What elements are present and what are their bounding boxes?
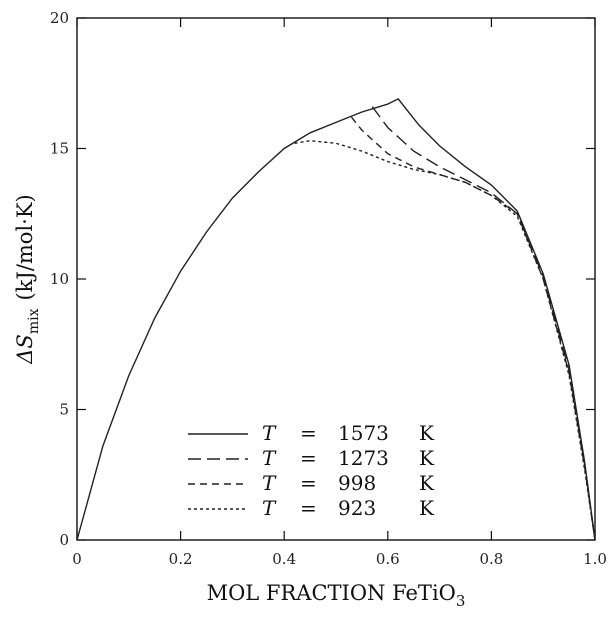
x-tick-label: 0 [72,550,82,568]
series-line-923k [294,139,596,541]
legend: T = 1573 K T = 1273 K T = 998 K T = 923 K [188,421,435,520]
legend-equals: = [300,496,317,520]
legend-symbol: T [262,421,277,445]
legend-symbol: T [262,496,277,520]
legend-unit: K [419,471,435,495]
y-tick-label: 0 [59,531,69,549]
legend-value: 1273 [338,446,389,470]
series-layer [76,98,596,541]
series-line-1573k [76,98,596,541]
legend-unit: K [419,496,435,520]
axis-ticks: 0 0.2 0.4 0.6 0.8 1.0 0 5 10 15 20 [50,9,607,568]
series-line-1273k [371,106,596,541]
x-tick-label: 0.4 [272,550,296,568]
series-line-998k [350,116,596,541]
legend-value: 1573 [338,421,389,445]
legend-value: 998 [338,471,376,495]
y-axis-title: ΔSmix(kJ/mol·K) [13,194,42,364]
x-tick-label: 0.2 [169,550,193,568]
legend-equals: = [300,446,317,470]
legend-unit: K [419,446,435,470]
y-tick-label: 20 [50,9,69,27]
y-tick-label: 5 [59,401,69,419]
x-tick-label: 0.6 [376,550,400,568]
x-axis-title: MOL FRACTION FeTiO3 [207,581,466,610]
y-tick-label: 10 [50,270,69,288]
plot-frame [76,17,596,541]
legend-unit: K [419,421,435,445]
legend-value: 923 [338,496,376,520]
legend-equals: = [300,471,317,495]
legend-equals: = [300,421,317,445]
legend-symbol: T [262,446,277,470]
y-tick-label: 15 [50,140,69,158]
legend-symbol: T [262,471,277,495]
x-tick-label: 0.8 [479,550,503,568]
x-tick-label: 1.0 [583,550,607,568]
